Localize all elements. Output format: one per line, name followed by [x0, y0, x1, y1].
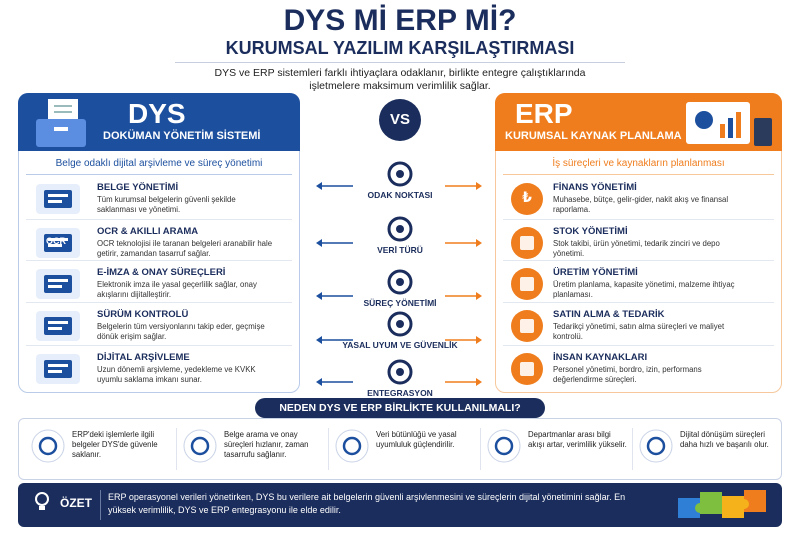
why-separator: [632, 428, 633, 470]
arrow-right: [445, 292, 482, 300]
arrow-left: [316, 239, 353, 247]
erp-dashboard-icon: [686, 102, 772, 146]
arrow-left: [316, 182, 353, 190]
erp-item-text: Stok takibi, ürün yönetimi, tedarik zinc…: [553, 239, 720, 258]
why-text: Departmanlar arası bilgi akışı artar, ve…: [528, 430, 627, 449]
dys-tag-line: [26, 174, 292, 175]
dys-full-name: DOKÜMAN YÖNETİM SİSTEMİ: [103, 130, 261, 142]
arrow-right: [445, 239, 482, 247]
erp-item-title: SATIN ALMA & TEDARİK: [553, 309, 665, 320]
criteria-icon: [387, 216, 413, 242]
arrow-right: [445, 182, 482, 190]
erp-item-title: ÜRETİM YÖNETİMİ: [553, 267, 638, 278]
criteria-icon: [387, 311, 413, 337]
erp-tagline: İş süreçleri ve kaynakların planlanması: [552, 158, 725, 169]
why-icon: [335, 429, 369, 463]
dys-item-title: OCR & AKILLI ARAMA: [97, 226, 199, 237]
criteria-label: VERİ TÜRÜ: [377, 245, 423, 255]
erp-icon: [511, 227, 543, 259]
subtitle: KURUMSAL YAZILIM KARŞILAŞTIRMASI: [225, 38, 575, 58]
dys-icon: [36, 228, 80, 258]
erp-icon-label: ₺: [522, 189, 532, 205]
erp-name: ERP: [515, 98, 573, 129]
vs-label: VS: [389, 111, 410, 128]
erp-item-text: Üretim planlama, kapasite yönetimi, malz…: [553, 280, 735, 299]
dys-folder-icon: [36, 99, 86, 147]
why-text: Veri bütünlüğü ve yasal uyumluluk güçlen…: [376, 430, 457, 449]
arrow-left: [316, 378, 353, 386]
arrow-left: [316, 292, 353, 300]
criteria-label: SÜREÇ YÖNETİMİ: [363, 298, 437, 308]
erp-item-text: Tedarikçi yönetimi, satın alma süreçleri…: [553, 322, 725, 341]
why-separator: [480, 428, 481, 470]
summary-label: ÖZET: [60, 496, 92, 510]
row-separator: [26, 260, 292, 261]
row-separator: [26, 345, 292, 346]
row-separator: [503, 345, 774, 346]
why-banner: [255, 398, 545, 418]
dys-item-title: E-İMZA & ONAY SÜREÇLERİ: [97, 267, 226, 278]
why-title: NEDEN DYS VE ERP BİRLİKTE KULLANILMALI?: [279, 402, 521, 414]
row-separator: [503, 260, 774, 261]
erp-item-text: Muhasebe, bütçe, gelir-gider, nakit akış…: [553, 195, 729, 214]
dys-icon: [36, 184, 80, 214]
dys-tagline: Belge odaklı dijital arşivleme ve süreç …: [55, 158, 263, 169]
summary-bulb: [35, 492, 49, 510]
erp-item-title: FİNANS YÖNETİMİ: [553, 182, 637, 193]
dys-icon: [36, 311, 80, 341]
row-separator: [26, 219, 292, 220]
erp-icon: [511, 268, 543, 300]
criteria-icon: [387, 359, 413, 385]
erp-item-text: Personel yönetimi, bordro, izin, perform…: [553, 365, 702, 384]
arrow-right: [445, 378, 482, 386]
summary-separator: [100, 490, 101, 520]
dys-item-text: Uzun dönemli arşivleme, yedekleme ve KVK…: [97, 365, 256, 384]
why-text: Dijital dönüşüm süreçleri daha hızlı ve …: [680, 430, 769, 449]
divider: [175, 62, 625, 63]
erp-item-title: STOK YÖNETİMİ: [553, 226, 628, 237]
criteria-icon: [387, 269, 413, 295]
row-separator: [503, 219, 774, 220]
vs-circle: [379, 99, 421, 141]
criteria-label: ENTEGRASYON: [367, 388, 433, 398]
why-separator: [328, 428, 329, 470]
summary-bar: [18, 483, 782, 527]
criteria-label: YASAL UYUM VE GÜVENLİK: [342, 340, 458, 350]
why-icon: [487, 429, 521, 463]
criteria-label: ODAK NOKTASI: [367, 190, 433, 200]
dys-name: DYS: [128, 98, 186, 129]
erp-icon: [511, 183, 543, 215]
dys-item-title: SÜRÜM KONTROLÜ: [97, 309, 189, 320]
why-icon: [183, 429, 217, 463]
dys-item-title: BELGE YÖNETİMİ: [97, 182, 179, 193]
dys-item-text: Belgelerin tüm versiyonlarını takip eder…: [97, 322, 265, 341]
erp-tag-line: [503, 174, 774, 175]
why-icon: [639, 429, 673, 463]
intro: DYS ve ERP sistemleri farklı ihtiyaçlara…: [214, 67, 586, 92]
dys-icon: [36, 354, 80, 384]
why-text: Belge arama ve onay süreçleri hızlanır, …: [224, 430, 309, 459]
erp-icon: [511, 353, 543, 385]
arrow-left: [316, 336, 353, 344]
dys-item-text: Elektronik imza ile yasal geçerlilik sağ…: [97, 280, 257, 299]
why-text: ERP'deki işlemlerle ilgili belgeler DYS'…: [72, 430, 158, 459]
title: DYS Mİ ERP Mİ?: [283, 4, 517, 37]
puzzle-icon: [678, 490, 766, 518]
dys-icon-label: OCR: [46, 236, 66, 246]
why-separator: [176, 428, 177, 470]
summary-text: ERP operasyonel verileri yönetirken, DYS…: [108, 492, 626, 515]
erp-full-name: KURUMSAL KAYNAK PLANLAMA: [505, 130, 682, 142]
dys-item-title: DİJİTAL ARŞİVLEME: [97, 352, 190, 363]
erp-icon: [511, 310, 543, 342]
why-icon: [31, 429, 65, 463]
dys-item-text: OCR teknolojisi ile taranan belgeleri ar…: [97, 239, 273, 258]
criteria-icon: [387, 161, 413, 187]
row-separator: [503, 302, 774, 303]
erp-item-title: İNSAN KAYNAKLARI: [553, 352, 648, 363]
row-separator: [26, 302, 292, 303]
arrow-right: [445, 336, 482, 344]
dys-icon: [36, 269, 80, 299]
dys-item-text: Tüm kurumsal belgelerin güvenli şekilde …: [97, 195, 236, 214]
